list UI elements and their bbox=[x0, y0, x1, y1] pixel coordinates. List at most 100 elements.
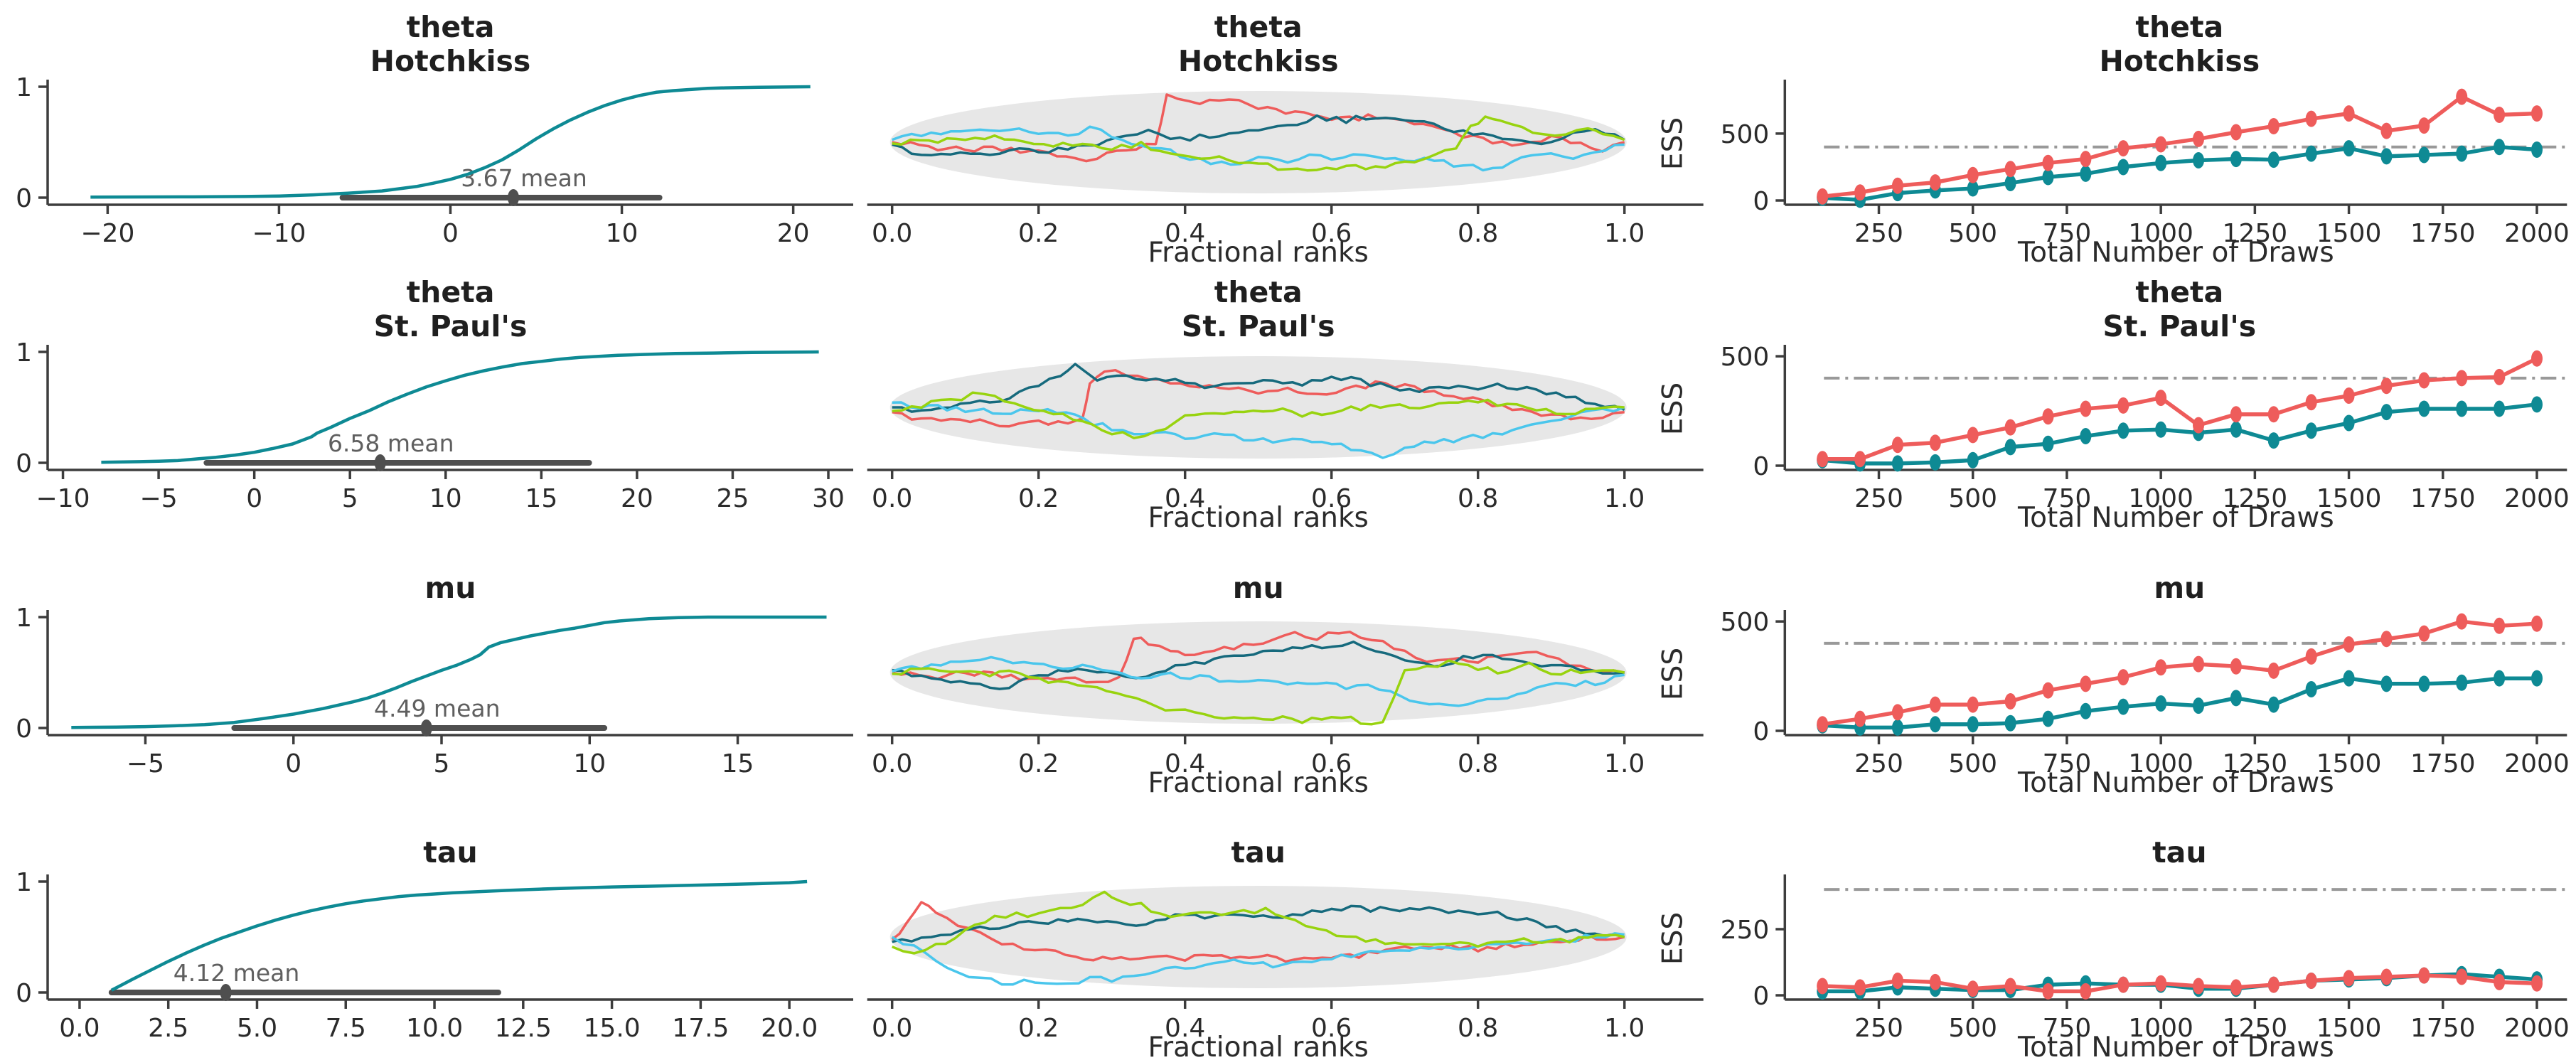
ess-bulk-marker bbox=[1891, 704, 1903, 721]
ecdf-line bbox=[101, 350, 819, 464]
ess-tail-marker bbox=[2155, 695, 2167, 712]
chain-line-3 bbox=[892, 890, 1625, 955]
ess-tail-marker bbox=[1929, 454, 1941, 471]
ess-tail-marker bbox=[2305, 145, 2317, 162]
plot-mu-rank: mu 0.0 0.2 0.4 0.6 0.8 1.0 Fractional ranks bbox=[867, 571, 1704, 799]
plot-title: mu bbox=[425, 571, 476, 605]
rank-band-ellipse bbox=[889, 91, 1627, 193]
chain-line-2 bbox=[891, 932, 1625, 986]
x-tick-label: 1000 bbox=[2128, 219, 2193, 248]
ess-tail-marker bbox=[2530, 141, 2543, 158]
x-tick-label: 2000 bbox=[2504, 1014, 2570, 1043]
x-tick-label: 0.0 bbox=[872, 749, 912, 778]
x-tick-label: 17.5 bbox=[672, 1014, 729, 1043]
y-tick-label: 0 bbox=[1753, 187, 1769, 216]
x-tick-label: 15 bbox=[525, 484, 557, 513]
ess-bulk-marker bbox=[2117, 140, 2129, 157]
y-tick-label: 0 bbox=[1753, 452, 1769, 481]
x-tick-label: 1750 bbox=[2410, 1014, 2476, 1043]
ess-tail-line bbox=[1822, 144, 2538, 202]
x-tick-label: 5 bbox=[434, 749, 450, 778]
ess-bulk-marker bbox=[2080, 400, 2092, 417]
x-tick-label: 0.4 bbox=[1165, 749, 1205, 778]
plot-title: theta bbox=[407, 10, 495, 44]
ess-bulk-marker bbox=[2042, 154, 2054, 171]
x-tick-label: 1.0 bbox=[1604, 1014, 1645, 1043]
mean-marker bbox=[374, 454, 386, 471]
ess-bulk-marker bbox=[2193, 130, 2205, 147]
x-tick-label: 0.4 bbox=[1165, 219, 1205, 248]
ess-bulk-marker bbox=[2380, 122, 2393, 139]
ess-bulk-marker bbox=[1929, 696, 1941, 713]
ess-bulk-marker bbox=[1817, 716, 1829, 733]
x-tick-label: 250 bbox=[1854, 1014, 1903, 1043]
plot-title: theta bbox=[1214, 275, 1303, 309]
ess-bulk-marker bbox=[2155, 390, 2167, 407]
plot-mu-ess: mu 0 500 ESS 250 500 750 1000 1250 1500 1750 2000 To… bbox=[1657, 571, 2570, 799]
plot-tau-ess: tau 0 250 ESS 250 500 750 1000 1250 1500 1750 2000 T… bbox=[1657, 835, 2570, 1060]
ess-tail-line bbox=[1822, 676, 2538, 730]
ess-bulk-marker bbox=[2456, 88, 2468, 105]
ess-tail-marker bbox=[1891, 719, 1903, 736]
x-tick-label: 1750 bbox=[2410, 749, 2476, 778]
y-tick-label: 1 bbox=[16, 604, 32, 633]
chain-line-1 bbox=[892, 641, 1625, 690]
ess-bulk-marker bbox=[2004, 419, 2016, 436]
x-tick-label: 7.5 bbox=[326, 1014, 366, 1043]
x-tick-label: 0.6 bbox=[1311, 484, 1352, 513]
x-tick-label: 1250 bbox=[2223, 1014, 2288, 1043]
ess-bulk-marker bbox=[2418, 372, 2430, 389]
x-tick-label: 2000 bbox=[2504, 219, 2570, 248]
x-axis-label: Total Number of Draws bbox=[2017, 502, 2334, 534]
y-tick-label: 0 bbox=[16, 714, 32, 744]
ess-bulk-marker bbox=[2418, 625, 2430, 642]
ess-tail-marker bbox=[2155, 421, 2167, 438]
x-tick-label: 1.0 bbox=[1604, 219, 1645, 248]
ess-bulk-marker bbox=[2042, 983, 2054, 1000]
ess-tail-marker bbox=[2042, 435, 2054, 452]
x-tick-label: 10 bbox=[573, 749, 606, 778]
ess-bulk-marker bbox=[2343, 636, 2355, 653]
x-tick-label: 0.2 bbox=[1018, 484, 1059, 513]
x-tick-label: 0.2 bbox=[1018, 1014, 1059, 1043]
ess-bulk-marker bbox=[2305, 110, 2317, 127]
ess-tail-marker bbox=[1967, 451, 1979, 469]
x-tick-label: 0.2 bbox=[1018, 219, 1059, 248]
x-tick-label: 750 bbox=[2043, 484, 2092, 513]
mean-marker bbox=[220, 984, 232, 1001]
ess-tail-marker bbox=[2343, 414, 2355, 432]
ess-bulk-marker bbox=[2042, 408, 2054, 425]
ess-tail-marker bbox=[2380, 675, 2393, 692]
x-tick-label: 1250 bbox=[2223, 484, 2288, 513]
y-tick-label: 1 bbox=[16, 868, 32, 897]
x-axis-label: Fractional ranks bbox=[1148, 767, 1369, 799]
x-tick-label: 5 bbox=[342, 484, 358, 513]
ess-bulk-marker bbox=[2004, 692, 2016, 710]
x-tick-label: 0.0 bbox=[872, 1014, 912, 1043]
x-tick-label: 2000 bbox=[2504, 749, 2570, 778]
x-tick-label: 500 bbox=[1948, 484, 1997, 513]
ess-bulk-marker bbox=[2305, 973, 2317, 990]
ess-tail-marker bbox=[2343, 670, 2355, 687]
mean-marker bbox=[507, 189, 519, 206]
x-tick-label: 250 bbox=[1854, 749, 1903, 778]
ess-tail-marker bbox=[2456, 145, 2468, 162]
x-tick-label: 0.6 bbox=[1311, 1014, 1352, 1043]
rank-band-ellipse bbox=[889, 621, 1627, 724]
ess-bulk-marker bbox=[1891, 437, 1903, 454]
ess-bulk-marker bbox=[2267, 662, 2280, 679]
ess-bulk-marker bbox=[1854, 184, 1866, 201]
ess-tail-marker bbox=[2155, 154, 2167, 171]
ess-bulk-marker bbox=[1967, 696, 1979, 713]
ecdf-line bbox=[110, 879, 808, 992]
y-tick-label: 1 bbox=[16, 73, 32, 102]
ess-bulk-line bbox=[1822, 973, 2538, 994]
ess-bulk-marker bbox=[2117, 397, 2129, 414]
plot-title: mu bbox=[1233, 571, 1284, 605]
ess-bulk-marker bbox=[2305, 394, 2317, 411]
x-tick-label: 0 bbox=[246, 484, 262, 513]
x-tick-label: 2000 bbox=[2504, 484, 2570, 513]
y-axis-label: ESS bbox=[1657, 117, 1689, 170]
